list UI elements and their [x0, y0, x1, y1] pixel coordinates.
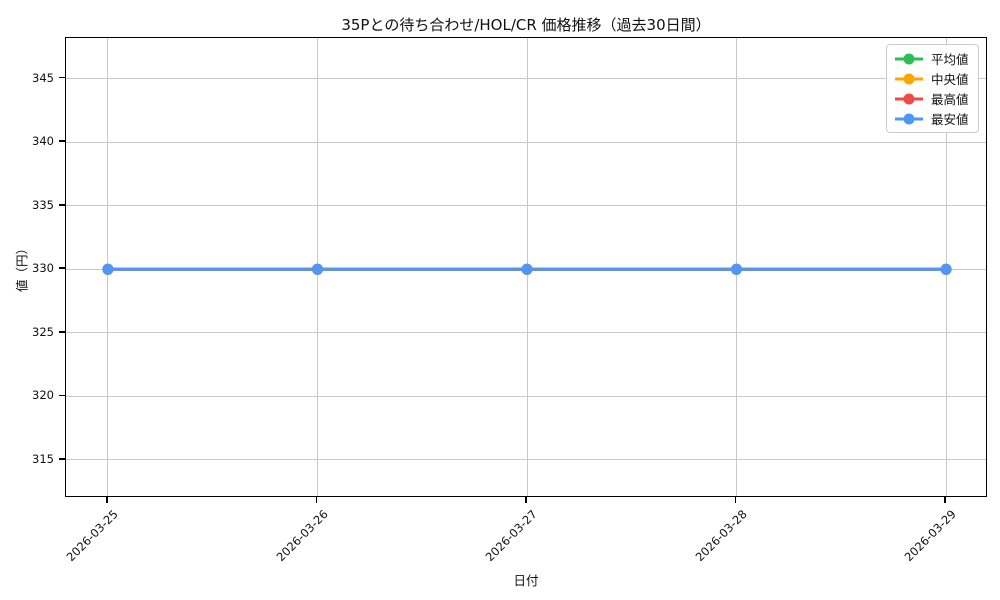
x-tick-label-text: 2026-03-25	[63, 507, 121, 565]
plot-area	[65, 37, 987, 497]
legend-item: 中央値	[894, 70, 969, 87]
x-tick-mark	[315, 497, 318, 503]
x-tick-label-text: 2026-03-28	[692, 507, 750, 565]
y-tick-mark	[59, 203, 65, 206]
x-tick-mark	[734, 497, 737, 503]
y-tick-mark	[59, 267, 65, 270]
x-tick-label-text: 2026-03-27	[482, 507, 540, 565]
legend-item: 最安値	[894, 110, 969, 127]
legend-line-marker-icon	[895, 73, 923, 84]
legend-label: 最高値	[931, 92, 969, 107]
legend-label: 平均値	[931, 52, 969, 67]
data-point	[731, 263, 742, 275]
x-tick-mark	[944, 497, 946, 503]
series-plot	[102, 263, 952, 275]
legend-line-marker-icon	[895, 53, 923, 64]
y-tick-label: 345	[32, 70, 54, 85]
y-tick-mark	[59, 331, 65, 333]
y-tick-mark	[59, 76, 65, 79]
y-tick-label: 330	[32, 261, 54, 276]
x-tick-mark	[106, 497, 108, 503]
gridline-horizontal	[66, 395, 986, 397]
x-tick-label-text: 2026-03-29	[901, 507, 959, 565]
legend-label: 中央値	[931, 72, 969, 87]
legend-label: 最安値	[931, 112, 969, 127]
x-axis-label: 日付	[513, 573, 539, 588]
y-tick-label: 335	[32, 197, 54, 212]
legend-line-marker-icon	[895, 113, 923, 124]
y-tick-mark	[59, 458, 65, 460]
legend-item: 最高値	[894, 90, 969, 107]
gridline-horizontal	[66, 205, 986, 207]
y-tick-label: 320	[32, 388, 54, 403]
gridline-horizontal	[66, 459, 986, 461]
y-tick-label: 315	[32, 451, 54, 466]
data-point	[102, 263, 114, 275]
y-tick-mark	[59, 140, 65, 142]
legend: 平均値中央値最高値最安値	[886, 44, 979, 133]
x-tick-mark	[525, 497, 527, 503]
data-point	[521, 263, 533, 275]
gridline-horizontal	[66, 332, 986, 334]
legend-line-marker-icon	[895, 93, 923, 104]
legend-item: 平均値	[894, 50, 969, 67]
gridline-horizontal	[66, 141, 986, 143]
data-point	[940, 263, 952, 275]
x-tick-label-text: 2026-03-26	[273, 507, 331, 565]
data-point	[312, 263, 323, 275]
gridline-horizontal	[66, 78, 986, 80]
y-tick-mark	[59, 394, 65, 397]
chart-title: 35Pとの待ち合わせ/HOL/CR 価格推移（過去30日間）	[341, 16, 711, 34]
y-tick-label: 340	[32, 134, 54, 149]
y-tick-label: 325	[32, 324, 54, 339]
